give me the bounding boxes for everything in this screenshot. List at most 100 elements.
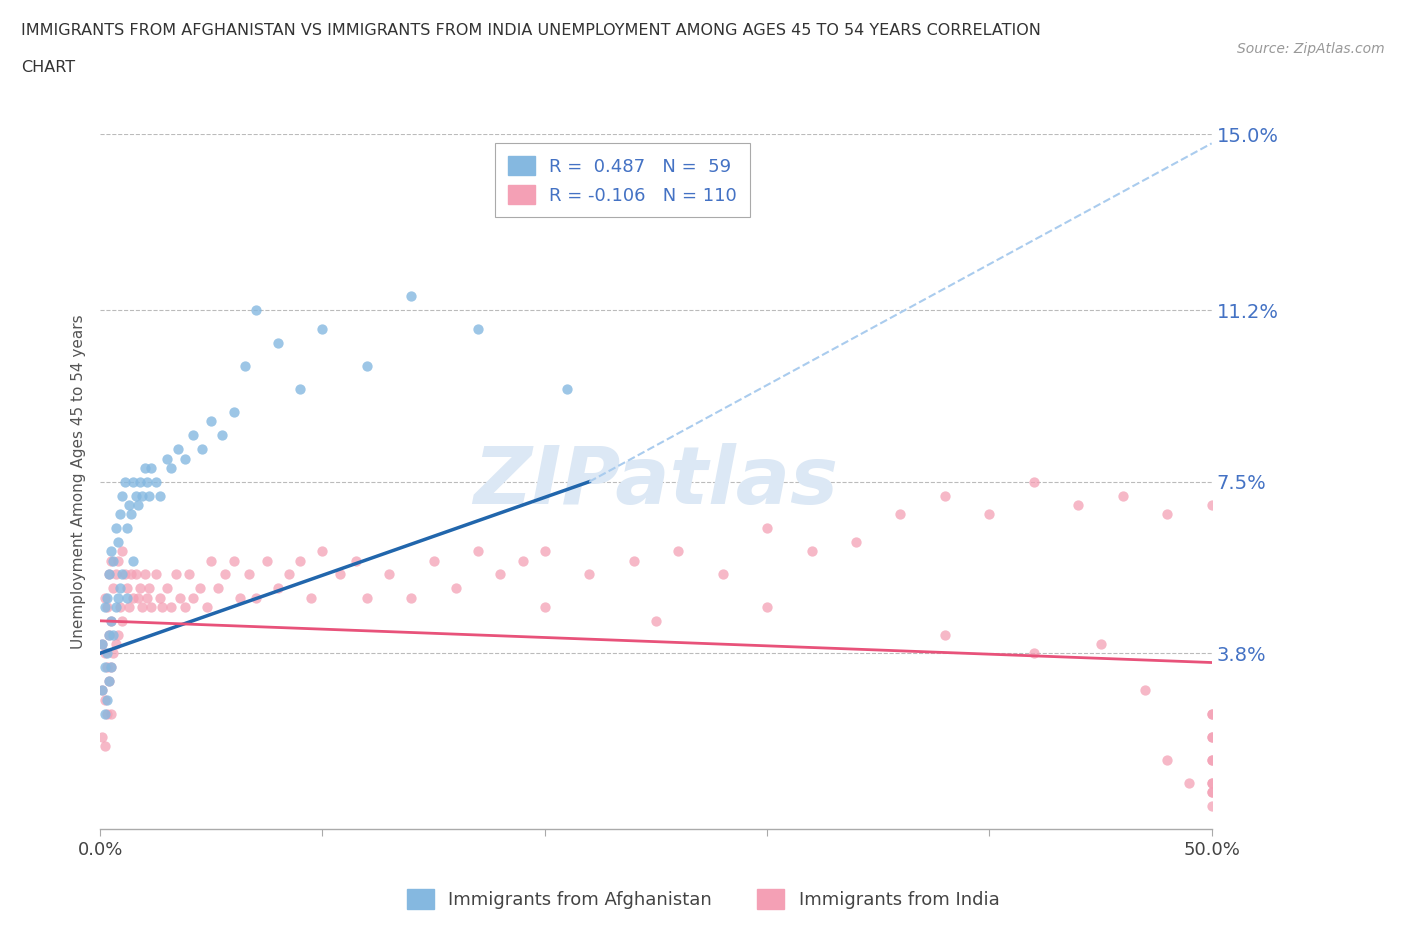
Point <box>214 567 236 582</box>
Point <box>1156 507 1178 522</box>
Point <box>311 544 333 559</box>
Point <box>100 706 122 721</box>
Point <box>138 581 160 596</box>
Point <box>111 488 134 503</box>
Point <box>256 553 278 568</box>
Point <box>356 591 378 605</box>
Point <box>131 600 153 615</box>
Point <box>114 567 136 582</box>
Point <box>1112 488 1135 503</box>
Point <box>195 600 218 615</box>
Point <box>555 381 578 396</box>
Point <box>1201 752 1223 767</box>
Point <box>93 738 115 753</box>
Point <box>173 600 195 615</box>
Point <box>107 627 129 642</box>
Point <box>1201 729 1223 744</box>
Point <box>267 335 290 350</box>
Text: CHART: CHART <box>21 60 75 75</box>
Point <box>111 567 134 582</box>
Point <box>98 627 121 642</box>
Point <box>104 521 127 536</box>
Point <box>207 581 229 596</box>
Point <box>160 460 183 475</box>
Point <box>107 535 129 550</box>
Point <box>91 683 114 698</box>
Point <box>889 507 911 522</box>
Point <box>103 581 125 596</box>
Point <box>103 627 125 642</box>
Point <box>578 567 600 582</box>
Point <box>145 567 167 582</box>
Point <box>222 405 245 419</box>
Point <box>422 553 444 568</box>
Point <box>1201 752 1223 767</box>
Point <box>378 567 401 582</box>
Point <box>107 591 129 605</box>
Point <box>115 581 138 596</box>
Point <box>107 553 129 568</box>
Point <box>229 591 252 605</box>
Point <box>138 488 160 503</box>
Point <box>222 553 245 568</box>
Point <box>96 600 118 615</box>
Point <box>122 591 145 605</box>
Point <box>800 544 823 559</box>
Point <box>96 591 118 605</box>
Point <box>533 600 555 615</box>
Point <box>156 451 179 466</box>
Point <box>156 581 179 596</box>
Point <box>149 488 172 503</box>
Point <box>93 659 115 674</box>
Point <box>211 428 233 443</box>
Point <box>160 600 183 615</box>
Point <box>1201 785 1223 800</box>
Point <box>188 581 211 596</box>
Point <box>100 544 122 559</box>
Point <box>512 553 534 568</box>
Point <box>150 600 173 615</box>
Point <box>1022 645 1045 660</box>
Point <box>129 581 152 596</box>
Point <box>122 474 145 489</box>
Point <box>115 521 138 536</box>
Point <box>91 636 114 651</box>
Point <box>96 659 118 674</box>
Point <box>91 683 114 698</box>
Point <box>267 581 290 596</box>
Point <box>329 567 352 582</box>
Point <box>1090 636 1112 651</box>
Point <box>1201 785 1223 800</box>
Point <box>91 729 114 744</box>
Point <box>114 474 136 489</box>
Point <box>104 567 127 582</box>
Legend: R =  0.487   N =  59, R = -0.106   N = 110: R = 0.487 N = 59, R = -0.106 N = 110 <box>495 143 749 218</box>
Point <box>108 600 131 615</box>
Point <box>756 521 779 536</box>
Point <box>245 303 267 318</box>
Point <box>1067 498 1090 512</box>
Point <box>167 442 190 457</box>
Point <box>100 553 122 568</box>
Point <box>129 474 152 489</box>
Point <box>845 535 868 550</box>
Point <box>96 645 118 660</box>
Point <box>169 591 191 605</box>
Point <box>200 414 222 429</box>
Point <box>111 544 134 559</box>
Point <box>104 600 127 615</box>
Point <box>444 581 467 596</box>
Point <box>1201 706 1223 721</box>
Point <box>98 673 121 688</box>
Point <box>131 488 153 503</box>
Point <box>934 627 956 642</box>
Point <box>311 322 333 337</box>
Point <box>135 474 157 489</box>
Point <box>233 358 256 373</box>
Point <box>93 600 115 615</box>
Point <box>344 553 367 568</box>
Point <box>96 692 118 707</box>
Point <box>401 591 423 605</box>
Point <box>1156 752 1178 767</box>
Point <box>91 636 114 651</box>
